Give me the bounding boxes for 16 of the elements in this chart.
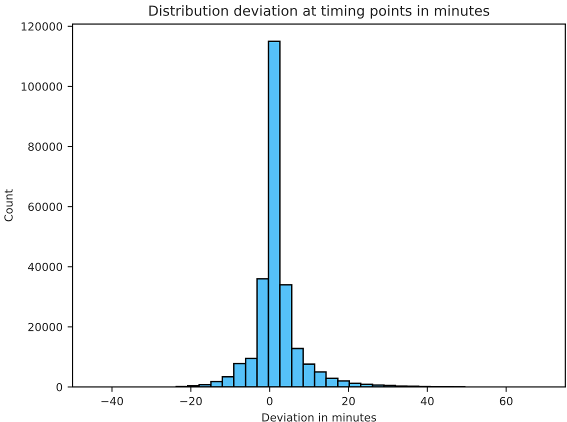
y-tick-label: 100000 [22,82,62,91]
x-tick-label: 20 [342,396,355,406]
y-tick-label: 120000 [22,22,62,31]
x-tick-label: −20 [180,396,202,406]
x-tick-label: 60 [500,396,513,406]
y-tick-label: 60000 [28,202,62,212]
x-tick-label: 40 [420,396,434,406]
y-tick-label: 0 [56,382,62,392]
x-tick-label: −40 [101,396,123,406]
chart-title: Distribution deviation at timing points in minutes [149,5,490,19]
y-tick-label: 20000 [28,322,62,332]
y-tick-label: 80000 [28,142,62,151]
x-tick-label: 0 [266,396,272,406]
y-tick-label: 40000 [28,262,62,272]
x-axis-title: Deviation in minutes [262,413,376,422]
y-axis-title: Count [4,189,13,222]
